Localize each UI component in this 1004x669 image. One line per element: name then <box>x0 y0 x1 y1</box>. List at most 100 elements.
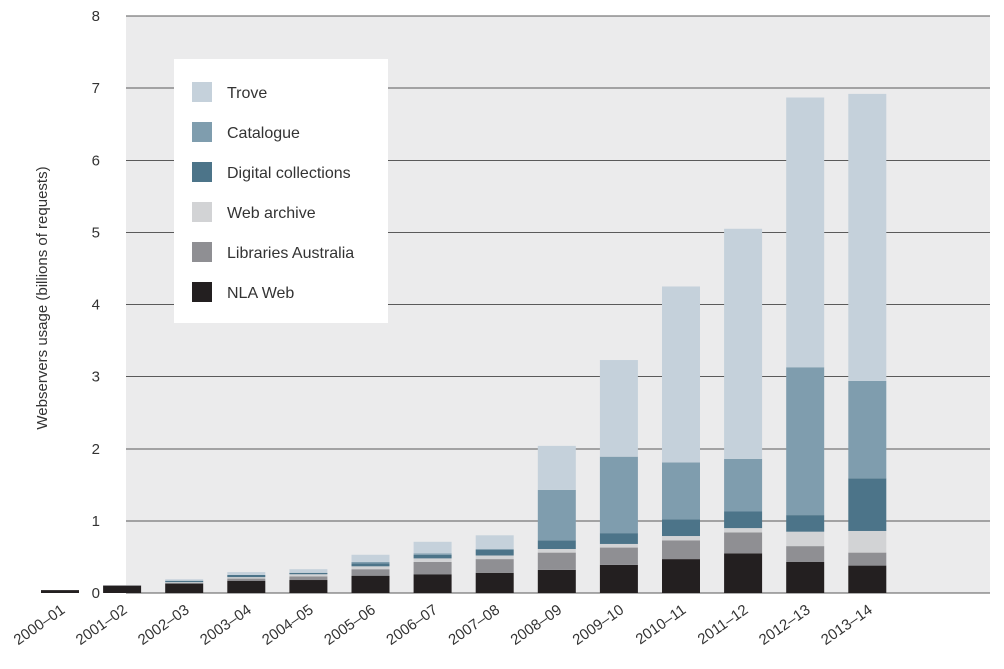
legend-swatch <box>192 122 212 142</box>
bar-segment <box>724 532 762 553</box>
y-tick-label: 8 <box>92 8 100 25</box>
bar-segment <box>476 573 514 593</box>
y-tick-label: 2 <box>92 441 100 458</box>
y-tick-label: 1 <box>92 513 100 530</box>
bar-segment <box>476 549 514 550</box>
y-tick-label: 4 <box>92 297 100 314</box>
bar-segment <box>538 553 576 570</box>
bar-segment <box>538 540 576 549</box>
bar-segment <box>786 98 824 368</box>
bar-segment <box>352 566 390 569</box>
legend-label: Trove <box>227 85 267 102</box>
bar-segment <box>227 572 265 575</box>
x-tick-label: 2008–09 <box>507 601 565 648</box>
bar-segment <box>662 536 700 540</box>
legend-swatch <box>192 282 212 302</box>
bar-segment <box>724 553 762 593</box>
bar-segment <box>165 582 203 583</box>
bar-segment <box>227 581 265 593</box>
bar-segment <box>165 584 203 593</box>
bar-segment <box>848 478 886 531</box>
bar-segment <box>414 553 452 554</box>
x-tick-label: 2007–08 <box>445 601 503 648</box>
bar-segment <box>289 573 327 574</box>
bar-segment <box>289 569 327 573</box>
x-tick-label: 2002–03 <box>135 601 193 648</box>
legend-swatch <box>192 202 212 222</box>
bar-segment <box>848 531 886 553</box>
bar-segment <box>289 574 327 576</box>
x-tick-label: 2000–01 <box>11 601 69 648</box>
bar-segment <box>600 544 638 548</box>
x-tick-label: 2009–10 <box>570 601 628 648</box>
bar-segment <box>476 535 514 549</box>
y-axis-ticks: 0 1 2 3 4 5 6 7 8 <box>92 8 100 602</box>
bar-segment <box>724 229 762 459</box>
bar-segment <box>662 540 700 559</box>
bar-segment <box>786 546 824 562</box>
bar-segment <box>724 459 762 512</box>
legend-label: Digital collections <box>227 165 351 182</box>
legend-label: Catalogue <box>227 125 300 142</box>
bar-segment <box>724 528 762 532</box>
bar-segment <box>103 586 141 593</box>
y-tick-label: 5 <box>92 224 100 241</box>
y-axis-label: Webservers usage (billions of requests) <box>34 166 51 429</box>
bar-segment <box>227 577 265 578</box>
bar-segment <box>786 532 824 546</box>
bar-segment <box>476 550 514 556</box>
bar-segment <box>165 583 203 584</box>
bar-segment <box>227 575 265 577</box>
x-axis-ticks: 2000–01 2001–02 2002–03 2003–04 2004–05 2005–… <box>11 601 876 648</box>
bar-segment <box>414 555 452 559</box>
bar-segment <box>289 576 327 580</box>
bar-segment <box>289 580 327 593</box>
bar-segment <box>352 576 390 593</box>
bar-segment <box>848 553 886 566</box>
x-tick-label: 2013–14 <box>818 601 876 648</box>
x-tick-label: 2011–12 <box>695 601 752 648</box>
bar-segment <box>165 579 203 580</box>
bar-segment <box>165 581 203 582</box>
bar-segment <box>476 555 514 559</box>
bar-segment <box>414 562 452 574</box>
bar-segment <box>538 549 576 553</box>
bar-segment <box>600 533 638 544</box>
bar-segment <box>786 562 824 593</box>
x-tick-label: 2004–05 <box>259 601 317 648</box>
bar-segment <box>414 558 452 562</box>
y-tick-label: 0 <box>92 585 100 602</box>
bar-segment <box>414 574 452 593</box>
bar-segment <box>103 585 141 586</box>
x-tick-label: 2003–04 <box>197 601 255 648</box>
bar-segment <box>352 555 390 562</box>
legend-swatch <box>192 242 212 262</box>
legend-label: Web archive <box>227 205 316 222</box>
bar-segment <box>476 559 514 573</box>
bar-segment <box>600 457 638 533</box>
bar-segment <box>538 446 576 490</box>
bar-segment <box>848 381 886 478</box>
bar-segment <box>786 367 824 515</box>
y-tick-label: 6 <box>92 152 100 169</box>
x-tick-label: 2006–07 <box>383 601 441 648</box>
x-tick-label: 2010–11 <box>633 601 690 648</box>
y-tick-label: 3 <box>92 369 100 386</box>
x-tick-label: 2012–13 <box>756 601 814 648</box>
bar-segment <box>662 519 700 536</box>
bar-segment <box>786 515 824 532</box>
bar-segment <box>848 94 886 381</box>
legend-swatch <box>192 82 212 102</box>
bar-segment <box>662 462 700 519</box>
legend-label: NLA Web <box>227 285 294 302</box>
legend: Trove Catalogue Digital collections Web arc… <box>174 59 388 323</box>
bar-segment <box>600 360 638 457</box>
legend-swatch <box>192 162 212 182</box>
bar-segment <box>414 542 452 554</box>
bar-segment <box>352 569 390 575</box>
bar-segment <box>352 562 390 563</box>
bar-segment <box>600 548 638 565</box>
bar-segment <box>538 570 576 593</box>
